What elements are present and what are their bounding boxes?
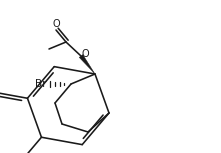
Polygon shape (79, 55, 95, 74)
Text: Br: Br (36, 79, 47, 89)
Text: O: O (82, 49, 90, 59)
Text: O: O (52, 19, 60, 29)
